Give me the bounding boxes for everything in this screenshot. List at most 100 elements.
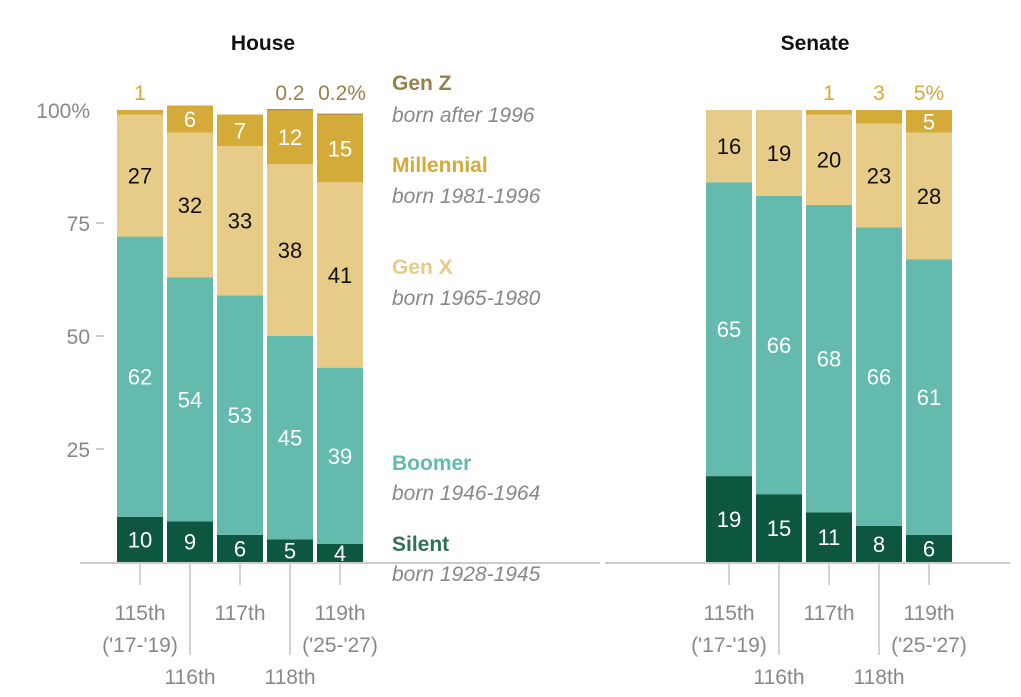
data-label: 11 [818,525,841,550]
bar-segment-genz [267,109,313,111]
data-label: 45 [278,426,302,451]
data-label: 16 [717,134,741,159]
bar-segment-boomer [806,204,852,513]
data-label: 6 [184,107,196,132]
y-tick-label: 100% [36,100,90,123]
top-data-label: 1 [134,82,146,105]
bar-segment-boomer [756,195,802,495]
data-label: 6 [923,536,935,561]
legend-sublabel: born 1981-1996 [392,185,541,208]
x-tick-label: 119th [315,602,366,625]
data-label: 7 [234,118,246,143]
bar-segment-silent [267,539,313,562]
x-tick-sublabel: ('25-'27) [891,634,967,657]
data-label: 8 [873,532,885,557]
bar-segment-silent [856,525,902,562]
bar-segment-genx [217,146,263,296]
bar-segment-genx [317,182,363,368]
panel-title: House [231,32,295,55]
data-label: 6 [234,536,246,561]
x-tick-sublabel: ('17-'19) [102,634,178,657]
x-tick-label: 117th [215,602,266,625]
y-tick-label: 50 [67,326,90,349]
bar-segment-silent [117,516,163,562]
top-data-label: 0.2% [318,82,366,105]
data-label: 33 [228,209,252,234]
top-data-label: 3 [873,82,885,105]
bar-segment-genx [906,132,952,260]
bar-segment-millennial [267,110,313,165]
data-label: 32 [178,193,202,218]
bar-segment-millennial [806,110,852,115]
bar-segment-silent [806,512,852,562]
bar-segment-millennial [217,114,263,147]
bar-segment-silent [906,534,952,562]
data-label: 66 [767,333,791,358]
legend-label: Gen X [392,256,453,279]
data-label: 66 [867,365,891,390]
data-label: 23 [867,164,891,189]
bar-segment-boomer [117,236,163,517]
data-label: 5 [923,109,935,134]
bar-segment-silent [167,521,213,562]
top-data-label: 0.2 [275,82,304,105]
bar-segment-genx [856,123,902,228]
bar-segment-silent [706,476,752,562]
bar-segment-boomer [217,295,263,535]
bar-segment-boomer [906,259,952,535]
top-data-label: 5% [914,82,944,105]
data-label: 62 [128,365,152,390]
panel-title: Senate [781,32,850,55]
legend-sublabel: born after 1996 [392,104,535,127]
data-label: 61 [917,385,941,410]
data-label: 65 [717,317,741,342]
data-label: 15 [328,136,352,161]
bar-segment-boomer [267,336,313,540]
x-tick-label: 115th [115,602,166,625]
data-label: 68 [817,347,841,372]
data-label: 41 [328,263,352,288]
x-tick-label: 115th [704,602,755,625]
data-label: 20 [817,148,841,173]
legend-label: Boomer [392,452,471,475]
bar-segment-genx [267,164,313,336]
bar-segment-millennial [317,114,363,183]
bar-segment-millennial [906,110,952,133]
legend-label: Silent [392,533,449,556]
x-tick-label: 118th [265,666,316,689]
bar-segment-boomer [317,367,363,544]
bar-segment-silent [217,534,263,562]
legend-sublabel: born 1928-1945 [392,563,541,586]
bar-segment-millennial [856,110,902,124]
top-data-label: 1 [823,82,835,105]
bar-segment-genx [756,110,802,196]
data-label: 10 [128,527,152,552]
legend-label: Gen Z [392,72,452,95]
bar-segment-genx [806,114,852,205]
bar-segment-boomer [856,227,902,526]
x-tick-label: 116th [754,666,805,689]
data-label: 39 [328,444,352,469]
bar-segment-genx [167,132,213,278]
y-tick-label: 75 [67,213,90,236]
x-tick-label: 116th [165,666,216,689]
bar-segment-genz [317,113,363,115]
data-label: 54 [178,387,202,412]
bar-segment-genx [706,110,752,183]
data-label: 15 [767,516,791,541]
legend-sublabel: born 1965-1980 [392,287,541,310]
bar-segment-silent [317,543,363,562]
x-tick-sublabel: ('25-'27) [302,634,378,657]
data-label: 5 [284,539,296,564]
x-tick-sublabel: ('17-'19) [691,634,767,657]
x-tick-label: 119th [904,602,955,625]
bar-segment-silent [756,494,802,562]
bar-segment-genx [117,114,163,237]
data-label: 9 [184,530,196,555]
data-label: 27 [128,164,152,189]
data-label: 28 [917,184,941,209]
y-tick-label: 25 [67,439,90,462]
data-label: 12 [278,125,302,150]
bar-segment-boomer [167,277,213,522]
